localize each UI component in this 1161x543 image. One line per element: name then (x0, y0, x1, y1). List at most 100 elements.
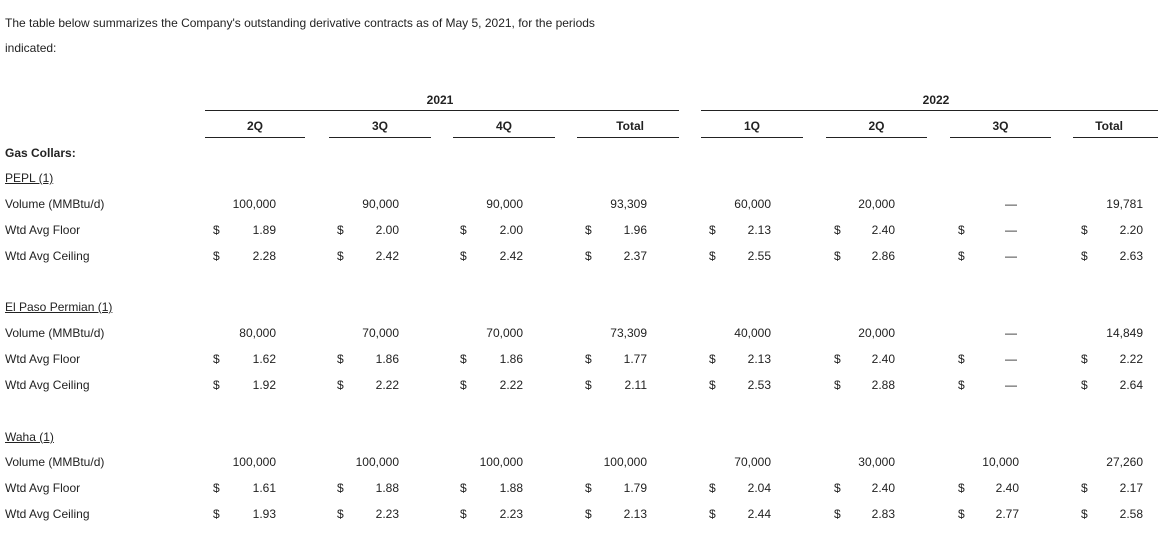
column-header: 3Q (371, 119, 388, 133)
table-cell: 1.89 (252, 223, 276, 237)
column-header: Total (616, 119, 644, 133)
table-cell: 2.22 (375, 378, 399, 392)
currency-symbol: $ (958, 223, 965, 237)
currency-symbol: $ (337, 507, 344, 521)
currency-symbol: $ (709, 507, 716, 521)
column-rule (826, 137, 927, 138)
table-cell: 2.40 (995, 481, 1019, 495)
table-cell: 73,309 (610, 326, 647, 340)
column-header: Total (1095, 119, 1123, 133)
table-cell: 19,781 (1106, 197, 1143, 211)
dash-cell: — (1005, 197, 1017, 211)
currency-symbol: $ (709, 223, 716, 237)
dash-cell: — (1005, 326, 1017, 340)
currency-symbol: $ (337, 378, 344, 392)
currency-symbol: $ (834, 352, 841, 366)
table-cell: 2.63 (1119, 249, 1143, 263)
currency-symbol: $ (337, 352, 344, 366)
table-cell: 2.88 (871, 378, 895, 392)
table-cell: 20,000 (858, 197, 895, 211)
table-cell: 1.92 (252, 378, 276, 392)
currency-symbol: $ (709, 481, 716, 495)
column-rule (1073, 137, 1158, 138)
currency-symbol: $ (1081, 481, 1088, 495)
dash-cell: — (1005, 249, 1017, 263)
intro-line-1: The table below summarizes the Company's… (5, 16, 595, 30)
currency-symbol: $ (213, 223, 220, 237)
currency-symbol: $ (958, 507, 965, 521)
column-rule (329, 137, 431, 138)
table-cell: 2.00 (375, 223, 399, 237)
group-title: El Paso Permian (1) (5, 300, 113, 314)
table-cell: 1.86 (499, 352, 523, 366)
year-rule-2022 (701, 110, 1158, 111)
group-title: Waha (1) (5, 430, 54, 444)
table-cell: 2.13 (747, 352, 771, 366)
currency-symbol: $ (1081, 223, 1088, 237)
column-header: 1Q (743, 119, 760, 133)
row-label: Volume (MMBtu/d) (5, 455, 105, 469)
currency-symbol: $ (460, 481, 467, 495)
currency-symbol: $ (834, 481, 841, 495)
table-cell: 2.55 (747, 249, 771, 263)
table-cell: 2.23 (375, 507, 399, 521)
currency-symbol: $ (460, 507, 467, 521)
currency-symbol: $ (460, 223, 467, 237)
currency-symbol: $ (585, 352, 592, 366)
table-cell: 1.93 (252, 507, 276, 521)
column-header: 2Q (868, 119, 885, 133)
table-cell: 2.17 (1119, 481, 1143, 495)
currency-symbol: $ (1081, 352, 1088, 366)
row-label: Wtd Avg Ceiling (5, 378, 90, 392)
column-rule (453, 137, 555, 138)
dash-cell: — (1005, 378, 1017, 392)
currency-symbol: $ (709, 352, 716, 366)
currency-symbol: $ (460, 249, 467, 263)
table-cell: 2.58 (1119, 507, 1143, 521)
table-cell: 2.83 (871, 507, 895, 521)
currency-symbol: $ (958, 249, 965, 263)
currency-symbol: $ (1081, 378, 1088, 392)
table-cell: 2.64 (1119, 378, 1143, 392)
column-rule (701, 137, 803, 138)
table-cell: 2.40 (871, 352, 895, 366)
currency-symbol: $ (958, 481, 965, 495)
table-cell: 100,000 (603, 455, 647, 469)
row-label: Volume (MMBtu/d) (5, 326, 105, 340)
table-cell: 100,000 (232, 455, 276, 469)
column-rule (205, 137, 305, 138)
table-cell: 2.53 (747, 378, 771, 392)
table-cell: 2.44 (747, 507, 771, 521)
currency-symbol: $ (585, 223, 592, 237)
table-cell: 70,000 (362, 326, 399, 340)
table-cell: 2.42 (499, 249, 523, 263)
table-cell: 2.00 (499, 223, 523, 237)
intro-line-2: indicated: (5, 41, 57, 55)
currency-symbol: $ (834, 223, 841, 237)
table-cell: 2.40 (871, 223, 895, 237)
table-cell: 70,000 (734, 455, 771, 469)
currency-symbol: $ (213, 378, 220, 392)
row-label: Wtd Avg Ceiling (5, 249, 90, 263)
table-cell: 2.77 (995, 507, 1019, 521)
table-cell: 1.86 (375, 352, 399, 366)
table-cell: 30,000 (858, 455, 895, 469)
dash-cell: — (1005, 223, 1017, 237)
currency-symbol: $ (958, 352, 965, 366)
table-cell: 40,000 (734, 326, 771, 340)
table-cell: 90,000 (362, 197, 399, 211)
currency-symbol: $ (834, 249, 841, 263)
table-cell: 1.88 (375, 481, 399, 495)
year-header-2022: 2022 (922, 93, 950, 107)
currency-symbol: $ (709, 249, 716, 263)
table-cell: 90,000 (486, 197, 523, 211)
column-rule (950, 137, 1051, 138)
currency-symbol: $ (834, 378, 841, 392)
table-cell: 2.28 (252, 249, 276, 263)
table-cell: 20,000 (858, 326, 895, 340)
table-cell: 100,000 (479, 455, 523, 469)
table-cell: 1.77 (623, 352, 647, 366)
currency-symbol: $ (337, 249, 344, 263)
row-label: Wtd Avg Floor (5, 223, 81, 237)
table-cell: 2.42 (375, 249, 399, 263)
